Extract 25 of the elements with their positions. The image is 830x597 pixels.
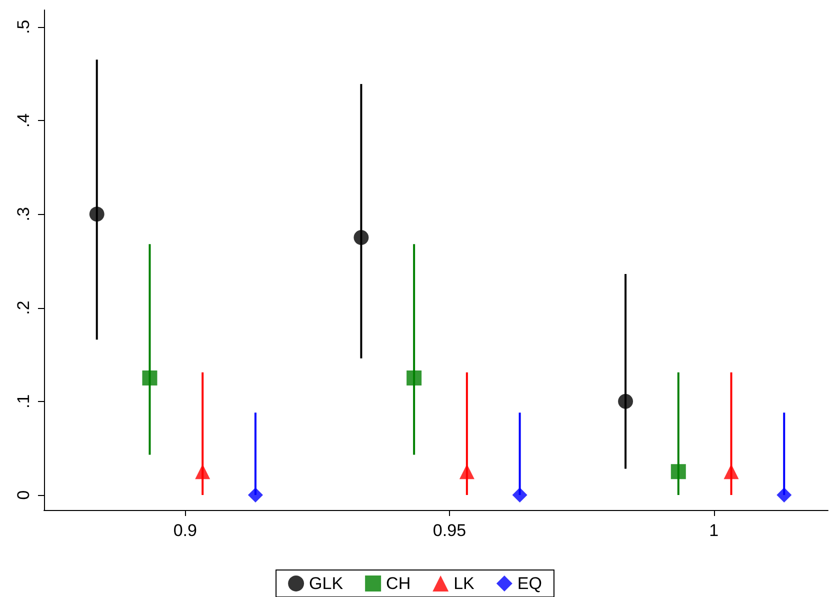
point: [354, 230, 369, 246]
point: [89, 206, 104, 222]
y-tick-label: .5: [14, 20, 33, 34]
legend-label: CH: [386, 574, 411, 593]
legend-label: LK: [454, 574, 476, 593]
y-tick-label: 0: [14, 490, 33, 500]
y-tick-label: .4: [14, 113, 33, 128]
y-tick-label: .3: [14, 207, 33, 222]
point: [724, 464, 739, 480]
y-tick-label: .1: [14, 394, 33, 408]
point: [406, 370, 422, 386]
point: [459, 464, 474, 480]
x-tick-label: 0.95: [432, 521, 466, 540]
x-tick-label: 1: [709, 521, 719, 540]
point: [670, 464, 686, 480]
y-tick-label: .2: [14, 300, 33, 315]
x-tick-label: 0.9: [173, 521, 197, 540]
legend-label: GLK: [309, 574, 344, 593]
point: [195, 464, 210, 480]
point: [248, 488, 263, 503]
point: [618, 394, 634, 409]
point: [512, 488, 528, 503]
point: [142, 370, 158, 386]
point: [776, 488, 792, 503]
legend-label: EQ: [517, 574, 542, 593]
